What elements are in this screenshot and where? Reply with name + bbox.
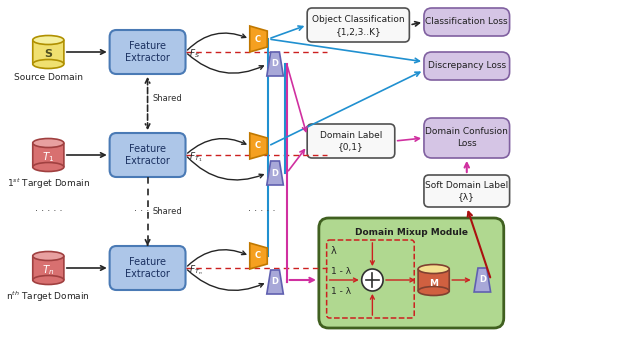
- FancyBboxPatch shape: [109, 133, 186, 177]
- Text: Soft Domain Label: Soft Domain Label: [425, 181, 508, 189]
- Ellipse shape: [33, 139, 64, 147]
- Ellipse shape: [33, 162, 64, 172]
- Ellipse shape: [33, 252, 64, 260]
- Text: · · · · ·: · · · · ·: [134, 206, 161, 217]
- Text: $F_{T_1}$: $F_{T_1}$: [189, 150, 203, 164]
- Text: Feature
Extractor: Feature Extractor: [125, 144, 170, 166]
- Text: 1 - λ: 1 - λ: [330, 267, 351, 276]
- Text: Object Classification: Object Classification: [312, 15, 404, 24]
- Text: n$^{th}$ Target Domain: n$^{th}$ Target Domain: [6, 289, 90, 304]
- Polygon shape: [267, 52, 284, 76]
- Polygon shape: [250, 243, 268, 269]
- Text: D: D: [271, 60, 278, 69]
- Text: C: C: [255, 35, 260, 43]
- Text: S: S: [44, 49, 52, 59]
- Text: Source Domain: Source Domain: [14, 74, 83, 83]
- Text: Domain Confusion: Domain Confusion: [426, 127, 508, 136]
- Ellipse shape: [33, 275, 64, 285]
- Ellipse shape: [418, 287, 449, 295]
- Polygon shape: [474, 268, 491, 292]
- Text: D: D: [271, 278, 278, 287]
- FancyBboxPatch shape: [424, 175, 509, 207]
- Polygon shape: [267, 270, 284, 294]
- FancyBboxPatch shape: [33, 143, 64, 167]
- FancyBboxPatch shape: [307, 124, 395, 158]
- Text: Domain Label: Domain Label: [320, 131, 382, 140]
- Text: λ: λ: [330, 246, 336, 256]
- Text: D: D: [271, 168, 278, 177]
- Text: Feature
Extractor: Feature Extractor: [125, 257, 170, 279]
- FancyBboxPatch shape: [418, 269, 449, 291]
- Text: {1,2,3..K}: {1,2,3..K}: [335, 28, 381, 36]
- Ellipse shape: [33, 60, 64, 69]
- FancyBboxPatch shape: [424, 52, 509, 80]
- Text: $T_1$: $T_1$: [42, 150, 54, 164]
- Text: Feature
Extractor: Feature Extractor: [125, 41, 170, 63]
- FancyBboxPatch shape: [33, 40, 64, 64]
- Ellipse shape: [33, 35, 64, 44]
- Text: · · · · ·: · · · · ·: [248, 206, 275, 217]
- Text: C: C: [255, 252, 260, 260]
- FancyBboxPatch shape: [109, 30, 186, 74]
- Text: 1$^{st}$ Target Domain: 1$^{st}$ Target Domain: [6, 176, 90, 191]
- Text: {λ}: {λ}: [458, 193, 476, 202]
- Text: 1 - λ: 1 - λ: [330, 287, 351, 296]
- Text: Shared: Shared: [152, 207, 182, 216]
- Text: {0,1}: {0,1}: [338, 142, 364, 152]
- FancyBboxPatch shape: [33, 256, 64, 280]
- FancyBboxPatch shape: [307, 8, 410, 42]
- Ellipse shape: [418, 265, 449, 273]
- Text: $T_n$: $T_n$: [42, 263, 54, 277]
- Circle shape: [362, 269, 383, 291]
- FancyBboxPatch shape: [424, 118, 509, 158]
- FancyBboxPatch shape: [424, 8, 509, 36]
- Text: $F_S$: $F_S$: [189, 48, 200, 60]
- Text: M: M: [429, 279, 438, 287]
- Text: Loss: Loss: [457, 140, 477, 148]
- Text: Discrepancy Loss: Discrepancy Loss: [428, 62, 506, 70]
- Text: D: D: [479, 275, 486, 285]
- Text: Shared: Shared: [152, 94, 182, 103]
- Text: $F_{T_n}$: $F_{T_n}$: [189, 263, 203, 277]
- Polygon shape: [250, 133, 268, 159]
- Text: Classification Loss: Classification Loss: [426, 18, 508, 27]
- FancyBboxPatch shape: [319, 218, 504, 328]
- Polygon shape: [267, 161, 284, 185]
- Polygon shape: [250, 26, 268, 52]
- Text: C: C: [255, 141, 260, 150]
- FancyBboxPatch shape: [109, 246, 186, 290]
- Text: · · · · ·: · · · · ·: [35, 206, 62, 217]
- Text: Domain Mixup Module: Domain Mixup Module: [355, 228, 468, 237]
